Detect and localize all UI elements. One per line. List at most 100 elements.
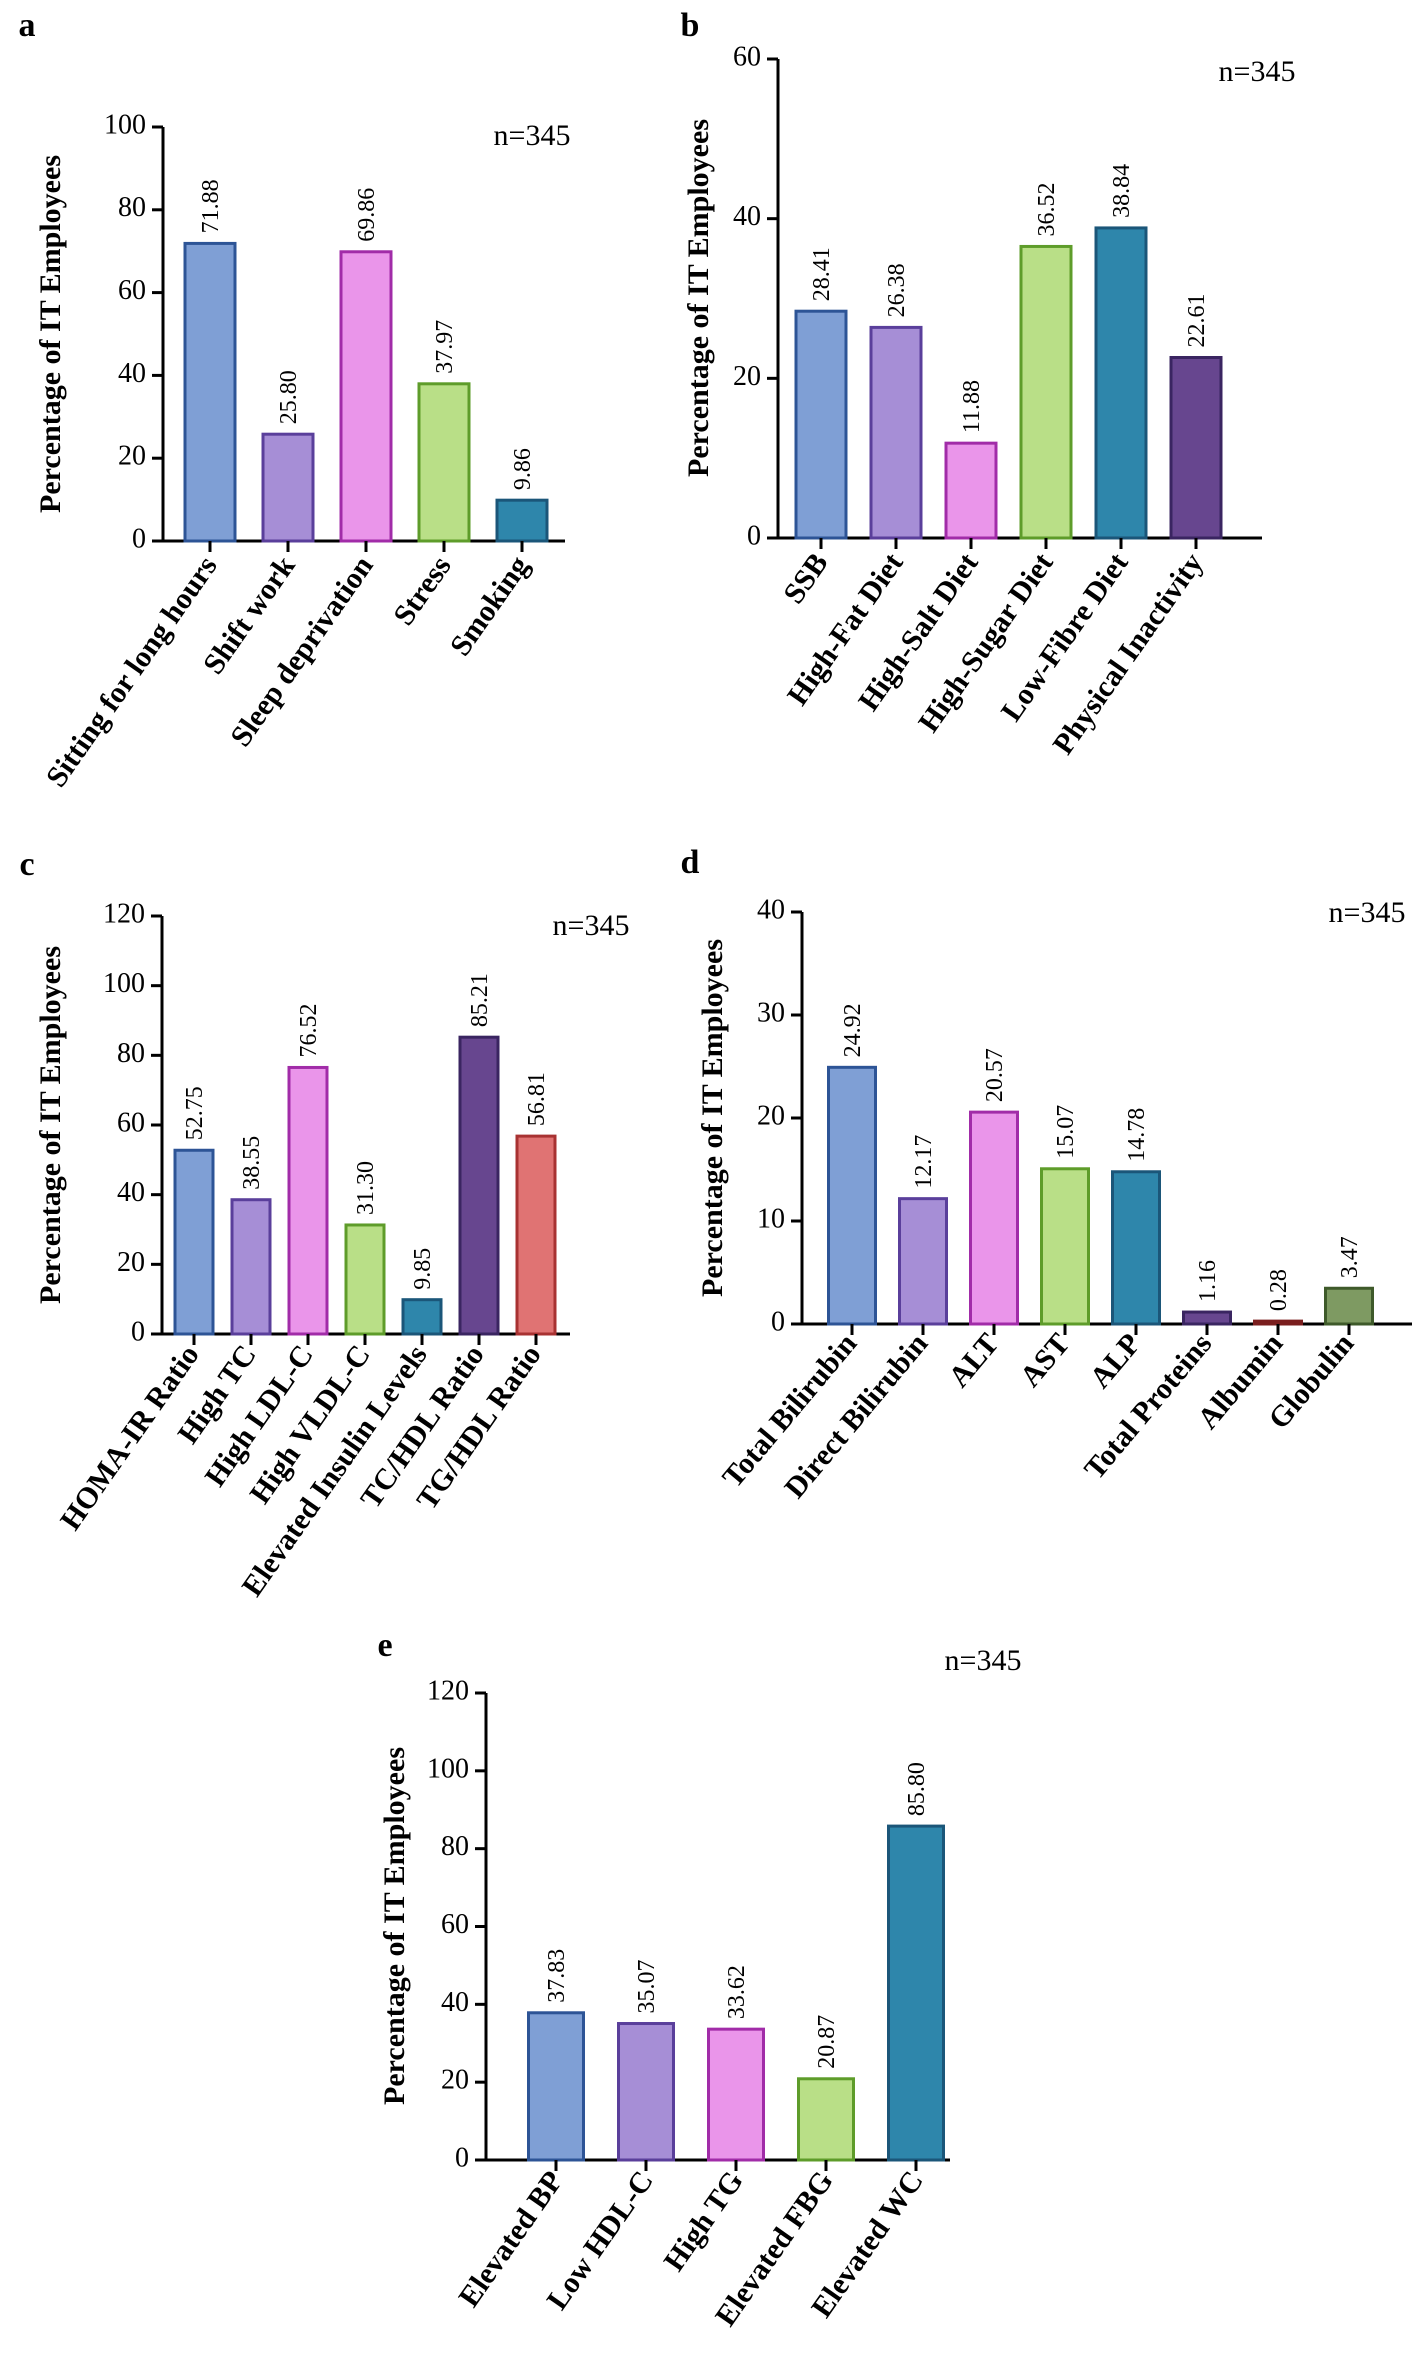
x-category-label: Smoking [444, 550, 536, 662]
bar-value-label: 15.07 [1053, 1105, 1079, 1159]
bar-elevated-fbg [797, 2077, 855, 2162]
y-tick-label: 100 [103, 968, 145, 999]
bar-value-label: 38.55 [239, 1136, 265, 1190]
bar-value-label: 14.78 [1124, 1108, 1150, 1162]
y-tick-label: 20 [118, 441, 146, 472]
bar-total-proteins [1182, 1310, 1232, 1326]
chart-panel-a: a n=345 Percentage of IT Employees 0 20 40 60 8… [19, 7, 571, 793]
y-tick-label: 40 [757, 894, 785, 925]
bar-value-label: 1.16 [1195, 1260, 1221, 1302]
bar-low-hdl-c [617, 2022, 675, 2162]
y-tick-label: 100 [427, 1753, 469, 1784]
x-category-label: AST [1014, 1327, 1077, 1393]
y-tick-label: 80 [118, 192, 146, 223]
y-tick-label: 100 [104, 109, 146, 140]
y-axis-label: Percentage of IT Employees [378, 1747, 411, 2105]
panel-letter: c [19, 846, 34, 883]
y-tick-label: 20 [117, 1247, 145, 1278]
x-category-label: Sitting for long hours [40, 550, 224, 793]
y-tick-label: 0 [455, 2142, 469, 2173]
bar-value-label: 12.17 [911, 1135, 937, 1189]
y-tick-label: 60 [733, 41, 761, 72]
x-category-label: High TG [658, 2165, 750, 2277]
x-category-label: Sleep deprivation [224, 550, 380, 753]
bar-value-label: 20.57 [982, 1048, 1008, 1102]
y-tick-label: 60 [117, 1107, 145, 1138]
x-category-label: Stress [387, 550, 458, 631]
panel-letter: a [19, 7, 36, 44]
y-axis-label: Percentage of IT Employees [34, 155, 67, 513]
bar-alp [1111, 1170, 1161, 1326]
panel-letter: d [681, 844, 700, 881]
bar-high-ldl-c [287, 1065, 329, 1336]
y-tick-label: 80 [441, 1831, 469, 1862]
y-tick-label: 60 [441, 1909, 469, 1940]
bar-high-tc [230, 1198, 272, 1336]
chart-panel-e: e n=345 Percentage of IT Employees 0 20 40 60 8… [377, 1627, 1021, 2332]
bar-value-label: 28.41 [809, 247, 835, 301]
bar-ssb [794, 309, 848, 540]
bar-ast [1040, 1167, 1090, 1326]
y-tick-label: 20 [733, 361, 761, 392]
bar-value-label: 36.52 [1034, 182, 1060, 236]
x-category-label: ALT [942, 1327, 1005, 1393]
y-tick-label: 20 [441, 2065, 469, 2096]
bar-value-label: 31.30 [353, 1161, 379, 1215]
bar-high-vldl-c [344, 1223, 386, 1336]
sample-size-label: n=345 [1219, 55, 1296, 88]
bar-shift-work [261, 432, 315, 543]
bar-value-label: 69.86 [354, 188, 380, 242]
sample-size-label: n=345 [494, 119, 571, 152]
bar-value-label: 0.28 [1266, 1269, 1292, 1311]
bar-value-label: 52.75 [182, 1086, 208, 1140]
bar-physical-inactivity [1169, 355, 1223, 540]
bar-sitting-for-long-hours [183, 241, 237, 543]
sample-size-label: n=345 [1329, 896, 1406, 929]
bar-value-label: 3.47 [1337, 1236, 1363, 1278]
y-tick-label: 120 [103, 898, 145, 929]
bar-value-label: 38.84 [1109, 164, 1135, 218]
y-tick-label: 0 [771, 1306, 785, 1337]
y-tick-label: 60 [118, 275, 146, 306]
bar-elevated-insulin-levels [401, 1298, 443, 1336]
bar-tg-hdl-ratio [515, 1134, 557, 1336]
x-category-label: ALP [1084, 1327, 1148, 1394]
bar-value-label: 26.38 [884, 263, 910, 317]
chart-panel-d: d n=345 Percentage of IT Employees 0 10 20 30 4… [681, 844, 1412, 1504]
bar-value-label: 9.86 [510, 448, 536, 490]
bar-value-label: 85.21 [467, 973, 493, 1027]
bar-high-fat-diet [869, 325, 923, 540]
bar-value-label: 9.85 [410, 1248, 436, 1290]
y-tick-label: 20 [757, 1100, 785, 1131]
bar-stress [417, 382, 471, 543]
bar-low-fibre-diet [1094, 226, 1148, 540]
chart-panel-b: b n=345 Percentage of IT Employees 0 20 40 60 2… [681, 7, 1296, 761]
bar-value-label: 76.52 [296, 1003, 322, 1057]
y-axis-label: Percentage of IT Employees [696, 939, 729, 1297]
sample-size-label: n=345 [945, 1644, 1022, 1677]
bar-value-label: 33.62 [724, 1965, 750, 2019]
x-category-label: SSB [777, 547, 835, 610]
bar-value-label: 71.88 [198, 179, 224, 233]
bar-globulin [1324, 1286, 1374, 1326]
y-tick-label: 80 [117, 1038, 145, 1069]
bar-albumin [1253, 1319, 1303, 1326]
y-tick-label: 0 [131, 1316, 145, 1347]
bar-sleep-deprivation [339, 250, 393, 543]
y-tick-label: 40 [118, 358, 146, 389]
chart-panel-c: c n=345 Percentage of IT Employees 0 20 40 60 8… [19, 846, 629, 1603]
bar-high-sugar-diet [1019, 244, 1073, 540]
x-category-label: High-Sugar Diet [912, 547, 1060, 738]
bar-value-label: 56.81 [524, 1072, 550, 1126]
y-tick-label: 30 [757, 997, 785, 1028]
bar-alt [969, 1110, 1019, 1326]
bar-value-label: 11.88 [959, 380, 985, 433]
bar-value-label: 35.07 [634, 1960, 660, 2014]
y-axis-label: Percentage of IT Employees [34, 946, 67, 1304]
y-tick-label: 0 [132, 523, 146, 554]
bar-high-tg [707, 2027, 765, 2162]
bar-total-bilirubin [827, 1065, 877, 1326]
bar-elevated-wc [887, 1824, 945, 2162]
